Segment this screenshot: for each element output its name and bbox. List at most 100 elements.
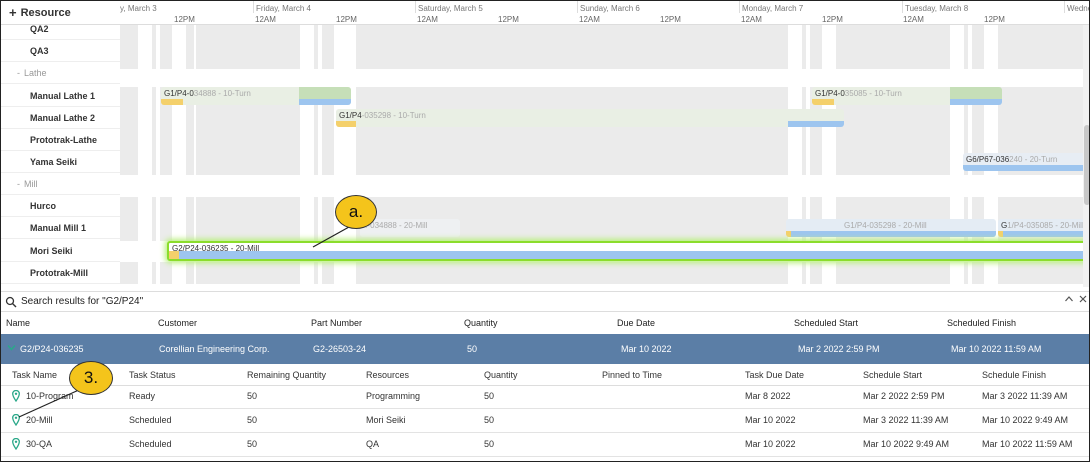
chevron-down-icon[interactable] [7, 343, 16, 352]
resource-row-prototrak-lathe[interactable]: Prototrak-Lathe [1, 129, 120, 151]
task-segment [1003, 231, 1083, 237]
working-hours-band [120, 197, 1083, 219]
task-bar[interactable]: G1/P4-035298 - 20-Mill [786, 219, 996, 237]
resource-label: Mori Seiki [30, 245, 73, 256]
column-header-part-number[interactable]: Part Number [311, 318, 363, 328]
task-schedule-finish: Mar 10 2022 11:59 AM [982, 439, 1073, 449]
column-header-customer[interactable]: Customer [158, 318, 198, 328]
task-row[interactable]: 10-Program Ready 50 Programming 50 Mar 8… [1, 385, 1089, 409]
task-label: G1/P4-035298 - 20-Mill [844, 221, 927, 230]
callout-3: 3. [69, 361, 113, 395]
location-pin-icon[interactable] [12, 438, 20, 450]
task-label: 4-034888 - 20-Mill [363, 221, 428, 230]
task-bar[interactable]: G1/P4-035085 - 20-Mill [998, 219, 1083, 237]
task-quantity: 50 [484, 415, 495, 425]
tick-label: 12PM [174, 15, 195, 24]
day-label: Monday, March 7 [742, 4, 804, 13]
resource-row-manual-lathe-1[interactable]: Manual Lathe 1 [1, 85, 120, 107]
column-header-task-name[interactable]: Task Name [12, 370, 58, 380]
column-header-schedule-finish[interactable]: Schedule Finish [982, 370, 1047, 380]
column-header-task-due-date[interactable]: Task Due Date [745, 370, 805, 380]
chevron-up-icon[interactable] [1064, 294, 1074, 304]
resource-label: Hurco [30, 200, 57, 211]
resource-row-mori-seiki[interactable]: Mori Seiki [1, 240, 120, 262]
task-bar[interactable]: G1/P4-034888 - 10-Turn [161, 87, 351, 105]
task-bar[interactable]: G1/P4-035085 - 10-Turn [812, 87, 1002, 105]
task-label: G1/P4-035298 - 10-Turn [339, 111, 426, 120]
task-bar[interactable]: G6/P67-036240 - 20-Turn [963, 153, 1083, 171]
task-segment [161, 99, 183, 105]
resource-label: Prototrak-Lathe [30, 134, 98, 145]
task-status: Ready [129, 391, 156, 401]
resource-label: Prototrak-Mill [30, 267, 89, 278]
column-header-quantity[interactable]: Quantity [484, 370, 518, 380]
resource-row-hurco[interactable]: Hurco [1, 195, 120, 217]
column-header-pinned-to-time[interactable]: Pinned to Time [602, 370, 663, 380]
timeline-scrollbar[interactable] [1083, 25, 1089, 287]
non-working-gap [156, 25, 160, 287]
collapse-group-icon[interactable]: - [17, 178, 20, 189]
order-row-selected[interactable]: G2/P24-036235 Corellian Engineering Corp… [1, 334, 1089, 364]
column-header-scheduled-start[interactable]: Scheduled Start [794, 318, 859, 328]
tasks-table-header: Task Name Task Status Remaining Quantity… [1, 364, 1089, 386]
task-row[interactable]: 20-Mill Scheduled 50 Mori Seiki 50 Mar 1… [1, 409, 1089, 433]
search-results-bar: Search results for "G2/P24" [1, 291, 1089, 311]
task-schedule-finish: Mar 10 2022 9:49 AM [982, 415, 1069, 425]
day-separator [253, 1, 254, 13]
task-remaining: 50 [247, 391, 258, 401]
column-header-task-status[interactable]: Task Status [129, 370, 176, 380]
task-segment [299, 99, 351, 105]
day-separator [577, 1, 578, 13]
order-name: G2/P24-036235 [20, 344, 84, 354]
resource-row-qa3[interactable]: QA3 [1, 40, 120, 62]
order-customer: Corellian Engineering Corp. [159, 344, 270, 354]
task-row[interactable]: 30-QA Scheduled 50 QA 50 Mar 10 2022 Mar… [1, 433, 1089, 457]
task-bar[interactable]: G1/P4-035298 - 10-Turn [336, 109, 844, 127]
grid-row [120, 153, 1083, 175]
grid-row [120, 262, 1083, 284]
working-hours-band [120, 131, 1083, 153]
tick-label: 12AM [579, 15, 600, 24]
location-pin-icon[interactable] [12, 414, 20, 426]
order-scheduled-finish: Mar 10 2022 11:59 AM [951, 344, 1042, 354]
order-part-number: G2-26503-24 [313, 344, 367, 354]
location-pin-icon[interactable] [12, 390, 20, 402]
expand-all-icon[interactable]: + [9, 5, 17, 20]
orders-table-header: Name Customer Part Number Quantity Due D… [1, 311, 1089, 333]
resource-row-qa2[interactable]: QA2 [1, 18, 120, 40]
resource-label: Manual Lathe 1 [30, 90, 96, 101]
highlighted-task-bar[interactable]: G2/P24-036235 - 20-Mill [167, 241, 1089, 261]
collapse-group-icon[interactable]: - [17, 67, 20, 78]
resource-row-yama-seiki[interactable]: Yama Seiki [1, 151, 120, 173]
resource-column-header[interactable]: + Resource [1, 1, 120, 25]
resource-row-manual-lathe-2[interactable]: Manual Lathe 2 [1, 107, 120, 129]
grid-row [120, 47, 1083, 69]
non-working-gap [138, 25, 152, 287]
day-separator [1064, 1, 1065, 13]
column-header-scheduled-finish[interactable]: Scheduled Finish [947, 318, 1017, 328]
column-header-due-date[interactable]: Due Date [617, 318, 656, 328]
close-icon[interactable] [1078, 294, 1088, 304]
task-status: Scheduled [129, 415, 172, 425]
column-header-quantity[interactable]: Quantity [464, 318, 498, 328]
grid-row [120, 25, 1083, 47]
column-header-remaining-quantity[interactable]: Remaining Quantity [247, 370, 327, 380]
column-header-resources[interactable]: Resources [366, 370, 410, 380]
resource-row-prototrak-mill[interactable]: Prototrak-Mill [1, 262, 120, 284]
column-header-name[interactable]: Name [6, 318, 31, 328]
scrollbar-thumb[interactable] [1084, 125, 1089, 205]
group-row-gap [120, 69, 1083, 87]
task-schedule-start: Mar 3 2022 11:39 AM [863, 415, 949, 425]
task-resources: Programming [366, 391, 421, 401]
task-bar[interactable]: 4-034888 - 20-Mill [360, 219, 460, 237]
task-label: G1/P4-035085 - 20-Mill [1001, 221, 1083, 230]
tick-label: 12PM [498, 15, 519, 24]
resource-group-mill[interactable]: - Mill [1, 173, 120, 195]
task-segment [169, 251, 179, 259]
task-quantity: 50 [484, 391, 495, 401]
task-segment [998, 231, 1003, 237]
column-header-schedule-start[interactable]: Schedule Start [863, 370, 923, 380]
resource-row-manual-mill-1[interactable]: Manual Mill 1 [1, 217, 120, 239]
resource-group-lathe[interactable]: - Lathe [1, 62, 120, 84]
tick-label: 12AM [903, 15, 924, 24]
